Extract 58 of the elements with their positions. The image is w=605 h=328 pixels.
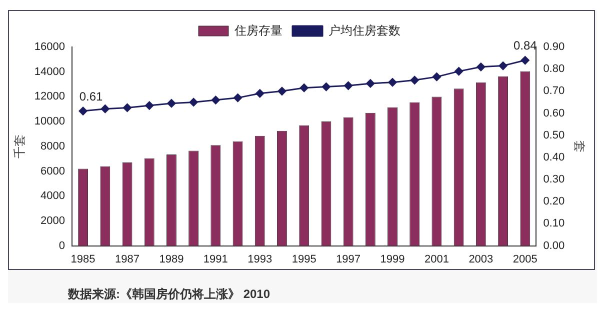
y2-tick-label: 0.40 xyxy=(543,151,565,164)
point xyxy=(234,94,242,102)
point xyxy=(78,106,88,116)
point xyxy=(498,62,508,70)
y2-axis-title: 套 xyxy=(572,140,586,152)
x-tick-label: 1999 xyxy=(380,253,405,266)
x-tick-label: 1995 xyxy=(292,253,316,266)
y2-tick-label: 0.90 xyxy=(543,41,565,54)
x-tick-label: 2005 xyxy=(512,253,538,266)
point xyxy=(300,84,308,92)
y2-tick-label: 0.60 xyxy=(543,107,565,120)
data-label: 0.61 xyxy=(79,89,104,104)
y-tick-label: 2000 xyxy=(40,214,65,227)
data-label: 0.84 xyxy=(513,38,538,53)
y2-tick-label: 0.30 xyxy=(543,174,565,186)
y2-tick-label: 0.00 xyxy=(543,240,565,252)
point xyxy=(432,72,441,82)
y2-tick-label: 0.20 xyxy=(543,196,565,208)
x-tick-label: 1993 xyxy=(248,253,272,266)
y-tick-label: 4000 xyxy=(40,190,65,202)
point xyxy=(167,99,176,108)
x-tick-label: 2003 xyxy=(468,253,494,266)
point xyxy=(145,101,154,110)
source-note: 数据来源:《韩国房价仍将上涨》 2010 xyxy=(66,286,272,303)
x-tick-label: 1987 xyxy=(115,253,140,266)
x-tick-label: 1997 xyxy=(336,253,361,266)
x-tick-label: 1991 xyxy=(203,253,228,266)
legend-label: 户均住房套数 xyxy=(328,23,400,38)
point xyxy=(344,81,353,90)
y-tick-label: 12000 xyxy=(34,90,65,103)
y-tick-label: 0 xyxy=(58,240,65,252)
y2-tick-label: 0.50 xyxy=(543,129,565,142)
y-axis-title: 千套 xyxy=(12,134,27,158)
point xyxy=(100,104,110,114)
x-tick-label: 1985 xyxy=(70,253,96,266)
y2-tick-label: 0.80 xyxy=(543,63,565,76)
y-tick-label: 16000 xyxy=(34,41,65,54)
x-tick-label: 2001 xyxy=(424,253,449,266)
point xyxy=(211,96,220,104)
point xyxy=(189,98,198,106)
y-tick-label: 8000 xyxy=(40,140,65,152)
point xyxy=(476,62,486,72)
point xyxy=(388,78,397,87)
point xyxy=(454,67,464,76)
point xyxy=(322,82,330,92)
point xyxy=(410,76,419,84)
y-tick-label: 10000 xyxy=(34,116,65,128)
point xyxy=(256,89,264,98)
point xyxy=(123,103,132,112)
point xyxy=(520,56,530,65)
x-tick-label: 1989 xyxy=(159,253,184,266)
legend-label: 住房存量 xyxy=(234,23,282,38)
y-tick-label: 6000 xyxy=(40,165,65,178)
y-tick-label: 14000 xyxy=(34,66,65,78)
point xyxy=(278,86,286,96)
y2-tick-label: 0.70 xyxy=(543,85,565,98)
y2-tick-label: 0.10 xyxy=(543,218,565,230)
point xyxy=(366,79,375,88)
